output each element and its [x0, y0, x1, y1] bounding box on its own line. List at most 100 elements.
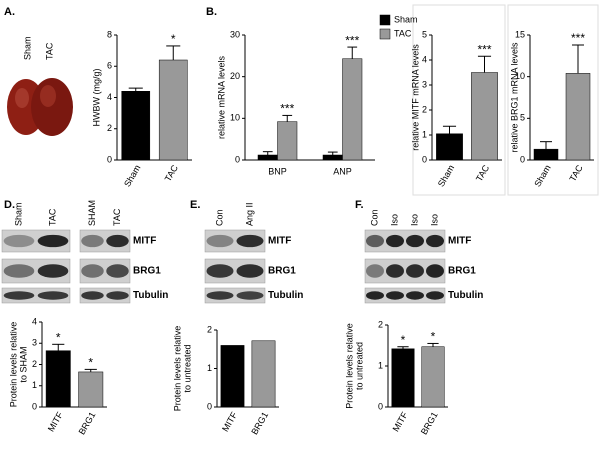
y-tick-label: 15: [515, 29, 525, 39]
y-tick-label: 0: [207, 401, 212, 411]
y-axis-label: relative mRNA levels: [216, 55, 226, 139]
bar: [391, 348, 415, 408]
blot-row-label: BRG1: [448, 266, 476, 277]
y-tick-label: 20: [230, 71, 240, 81]
x-tick-label: MITF: [391, 410, 410, 434]
significance: ***: [571, 31, 585, 45]
significance: ***: [280, 102, 294, 116]
y-tick-label: 10: [515, 71, 525, 81]
x-tick-label: Sham: [436, 163, 456, 188]
blot-band: [37, 234, 69, 248]
significance: *: [56, 330, 61, 344]
blot-band: [426, 291, 444, 300]
blot-band: [81, 234, 104, 248]
y-tick-label: 0: [378, 401, 383, 411]
blot-band: [206, 291, 234, 300]
significance: *: [171, 32, 176, 46]
blot-band: [37, 291, 69, 300]
photo-label: Sham: [22, 36, 32, 60]
bar: [436, 133, 463, 161]
blot-band: [236, 234, 264, 248]
blot-band: [206, 234, 234, 248]
x-tick-label: BNP: [268, 166, 287, 176]
y-axis-label: HWBW (mg/g): [91, 69, 101, 127]
bar: [322, 154, 343, 161]
blot-band: [366, 234, 384, 248]
x-tick-label: MITF: [46, 410, 65, 434]
x-tick-label: MITF: [220, 410, 239, 434]
bar: [251, 340, 276, 408]
significance: ***: [477, 42, 491, 56]
legend-label: Sham: [394, 14, 418, 24]
x-tick-label: BRG1: [77, 410, 98, 436]
panel-label: A.: [4, 6, 15, 18]
blot-band: [3, 234, 35, 248]
blot-row-label: MITF: [133, 236, 156, 247]
lane-label: SHAM: [87, 200, 97, 226]
bar: [533, 148, 559, 161]
blot-band: [106, 291, 129, 300]
y-tick-label: 2: [107, 123, 112, 133]
blot-band: [366, 291, 384, 300]
bar: [45, 350, 71, 408]
x-tick-label: BRG1: [419, 410, 440, 436]
blot-band: [3, 291, 35, 300]
y-axis-label: to untreated: [182, 344, 192, 392]
x-tick-label: TAC: [163, 163, 181, 183]
y-tick-label: 2: [207, 324, 212, 334]
bar: [342, 58, 363, 161]
bar: [471, 72, 498, 161]
blot-row-label: MITF: [448, 236, 471, 247]
blot-band: [81, 264, 104, 278]
blot-band: [236, 264, 264, 278]
y-tick-label: 4: [107, 92, 112, 102]
blot-band: [406, 291, 424, 300]
y-tick-label: 6: [107, 61, 112, 71]
y-tick-label: 0: [235, 154, 240, 164]
blot-band: [236, 291, 264, 300]
y-tick-label: 1: [378, 360, 383, 370]
blot-band: [81, 291, 104, 300]
lane-label: Con: [214, 209, 224, 226]
x-tick-label: Sham: [122, 163, 142, 188]
heart-photo: [7, 78, 73, 136]
significance: ***: [345, 33, 359, 47]
blot-row-label: Tubulin: [133, 290, 168, 301]
bar: [121, 91, 151, 161]
panel-label: B.: [206, 6, 217, 18]
significance: *: [401, 333, 406, 347]
y-tick-label: 1: [422, 129, 427, 139]
panel-label: F.: [355, 199, 364, 211]
blot-row-label: BRG1: [133, 266, 161, 277]
y-axis-label: Protein levels relative: [172, 326, 182, 412]
legend-label: TAC: [394, 28, 412, 38]
y-tick-label: 5: [422, 29, 427, 39]
lane-label: Sham: [13, 202, 23, 226]
significance: *: [431, 330, 436, 344]
y-tick-label: 0: [520, 154, 525, 164]
bar: [565, 73, 591, 161]
lane-label: Iso: [409, 214, 419, 226]
bar: [421, 346, 445, 408]
bar: [78, 371, 104, 408]
y-axis-label: relative MITF mRNA levels: [410, 44, 420, 151]
bar: [257, 154, 278, 161]
x-tick-label: TAC: [474, 163, 492, 183]
blot-band: [37, 264, 69, 278]
blot-band: [106, 234, 129, 248]
y-tick-label: 0: [32, 401, 37, 411]
y-tick-label: 2: [32, 359, 37, 369]
lane-label: Ang II: [244, 202, 254, 226]
y-tick-label: 4: [422, 54, 427, 64]
x-tick-label: BRG1: [249, 410, 270, 436]
blot-band: [386, 291, 404, 300]
y-tick-label: 30: [230, 29, 240, 39]
y-tick-label: 0: [422, 154, 427, 164]
lane-label: TAC: [47, 208, 57, 226]
lane-label: TAC: [112, 208, 122, 226]
panel-frame: [412, 4, 506, 196]
bar: [220, 345, 245, 408]
x-tick-label: TAC: [567, 163, 585, 183]
y-tick-label: 1: [32, 380, 37, 390]
